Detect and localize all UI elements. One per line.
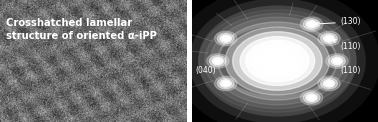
- Circle shape: [251, 44, 304, 78]
- Circle shape: [220, 80, 231, 87]
- Circle shape: [225, 27, 330, 95]
- Text: (110): (110): [338, 62, 361, 75]
- Circle shape: [303, 92, 320, 103]
- Circle shape: [321, 78, 338, 89]
- Circle shape: [210, 17, 344, 105]
- Circle shape: [321, 33, 338, 44]
- Circle shape: [215, 31, 237, 46]
- Text: Crosshatched lamellar
structure of oriented α-iPP: Crosshatched lamellar structure of orien…: [6, 18, 156, 41]
- Circle shape: [209, 56, 226, 66]
- Circle shape: [222, 36, 229, 41]
- Text: (110): (110): [333, 39, 361, 51]
- Circle shape: [308, 22, 315, 26]
- Circle shape: [212, 57, 223, 65]
- Circle shape: [217, 78, 234, 89]
- Circle shape: [326, 81, 332, 86]
- Circle shape: [205, 13, 350, 109]
- Circle shape: [328, 56, 345, 66]
- Circle shape: [301, 90, 323, 105]
- Circle shape: [326, 54, 348, 68]
- Circle shape: [232, 32, 322, 90]
- Circle shape: [262, 51, 292, 71]
- Circle shape: [246, 40, 309, 82]
- Circle shape: [199, 10, 356, 112]
- Circle shape: [324, 35, 335, 42]
- Circle shape: [334, 59, 340, 63]
- Circle shape: [308, 96, 315, 100]
- Circle shape: [218, 22, 337, 100]
- Circle shape: [306, 21, 317, 28]
- Circle shape: [222, 81, 229, 86]
- Circle shape: [220, 35, 231, 42]
- Circle shape: [326, 36, 332, 41]
- Circle shape: [214, 59, 221, 63]
- Circle shape: [206, 54, 229, 68]
- Circle shape: [217, 33, 234, 44]
- Circle shape: [303, 19, 320, 30]
- Circle shape: [332, 57, 342, 65]
- Circle shape: [306, 94, 317, 101]
- Circle shape: [318, 31, 340, 46]
- Circle shape: [324, 80, 335, 87]
- Circle shape: [257, 48, 298, 74]
- Circle shape: [240, 37, 314, 85]
- Circle shape: [318, 76, 340, 91]
- Text: (130): (130): [315, 17, 361, 26]
- Text: (040): (040): [195, 61, 217, 75]
- Circle shape: [215, 76, 237, 91]
- Circle shape: [301, 17, 323, 32]
